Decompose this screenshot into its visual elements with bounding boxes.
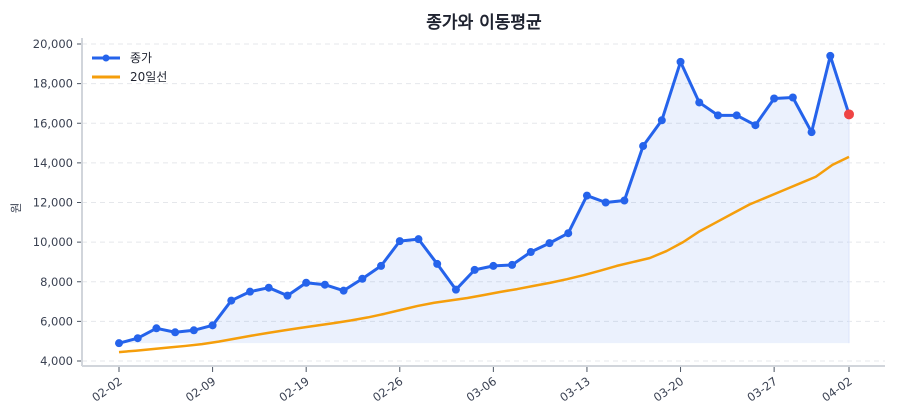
close-point	[582, 191, 591, 200]
close-point	[489, 261, 498, 270]
close-point	[433, 259, 442, 268]
close-point	[320, 280, 329, 289]
close-point	[751, 121, 760, 130]
y-axis-label: 원	[9, 203, 23, 214]
y-tick-label: 6,000	[40, 314, 73, 328]
close-area	[119, 55, 849, 344]
x-tick-label: 02-09	[183, 374, 218, 405]
close-point	[264, 283, 273, 292]
chart-title: 종가와 이동평균	[426, 13, 542, 33]
close-point	[133, 334, 142, 343]
close-point	[302, 278, 311, 287]
close-point	[395, 237, 404, 246]
close-point	[414, 235, 423, 244]
last-close-point	[844, 109, 854, 120]
x-tick-label: 03-06	[464, 374, 499, 405]
close-point	[377, 261, 386, 270]
close-point	[601, 198, 610, 207]
close-area-fill	[119, 55, 850, 344]
close-point	[283, 291, 292, 300]
close-point	[208, 321, 217, 330]
y-tick-label: 12,000	[33, 196, 73, 210]
y-tick-label: 8,000	[40, 275, 73, 289]
close-point	[807, 128, 816, 137]
series-lines	[115, 51, 854, 354]
x-tick-label: 04-02	[819, 374, 854, 405]
close-point	[639, 142, 648, 151]
close-point	[152, 324, 161, 333]
x-tick-label: 02-19	[276, 374, 311, 405]
legend: 종가 20일선	[92, 51, 167, 84]
close-line	[118, 54, 851, 345]
close-point	[695, 98, 704, 107]
close-point	[826, 51, 835, 60]
close-point	[115, 339, 123, 348]
x-tick-label: 02-26	[370, 374, 405, 405]
close-point	[508, 260, 517, 269]
legend-ma20-label: 20일선	[130, 70, 167, 84]
close-point	[788, 93, 797, 102]
y-tick-label: 18,000	[33, 77, 73, 91]
legend-close-label: 종가	[130, 51, 152, 65]
ma20-line	[118, 155, 850, 354]
y-tick-label: 14,000	[33, 156, 73, 170]
close-point	[713, 111, 722, 120]
y-tick-label: 10,000	[33, 235, 73, 249]
close-point	[470, 265, 479, 274]
close-point	[770, 94, 779, 103]
close-point	[564, 229, 573, 238]
x-tick-label: 03-20	[651, 374, 686, 405]
close-point	[545, 239, 554, 248]
legend-close-marker-icon	[102, 54, 110, 62]
close-point	[657, 116, 666, 125]
y-tick-label: 20,000	[33, 37, 73, 51]
x-tick-label: 03-27	[744, 374, 779, 405]
close-point	[171, 328, 180, 337]
close-point	[189, 326, 198, 335]
close-point	[620, 196, 629, 205]
y-tick-label: 4,000	[40, 354, 73, 368]
x-tick-label: 02-02	[89, 374, 124, 405]
close-point	[227, 296, 236, 305]
close-point	[676, 57, 685, 66]
close-point	[451, 285, 460, 294]
close-point	[358, 274, 367, 283]
close-point	[339, 286, 348, 295]
y-tick-label: 16,000	[33, 116, 73, 130]
close-point	[732, 111, 741, 120]
close-point	[526, 248, 535, 257]
close-point	[246, 287, 255, 296]
x-tick-label: 03-13	[557, 374, 592, 405]
axes: 4,000 6,000 8,000 10,000 12,000 14,000 16,000 1…	[33, 37, 885, 405]
